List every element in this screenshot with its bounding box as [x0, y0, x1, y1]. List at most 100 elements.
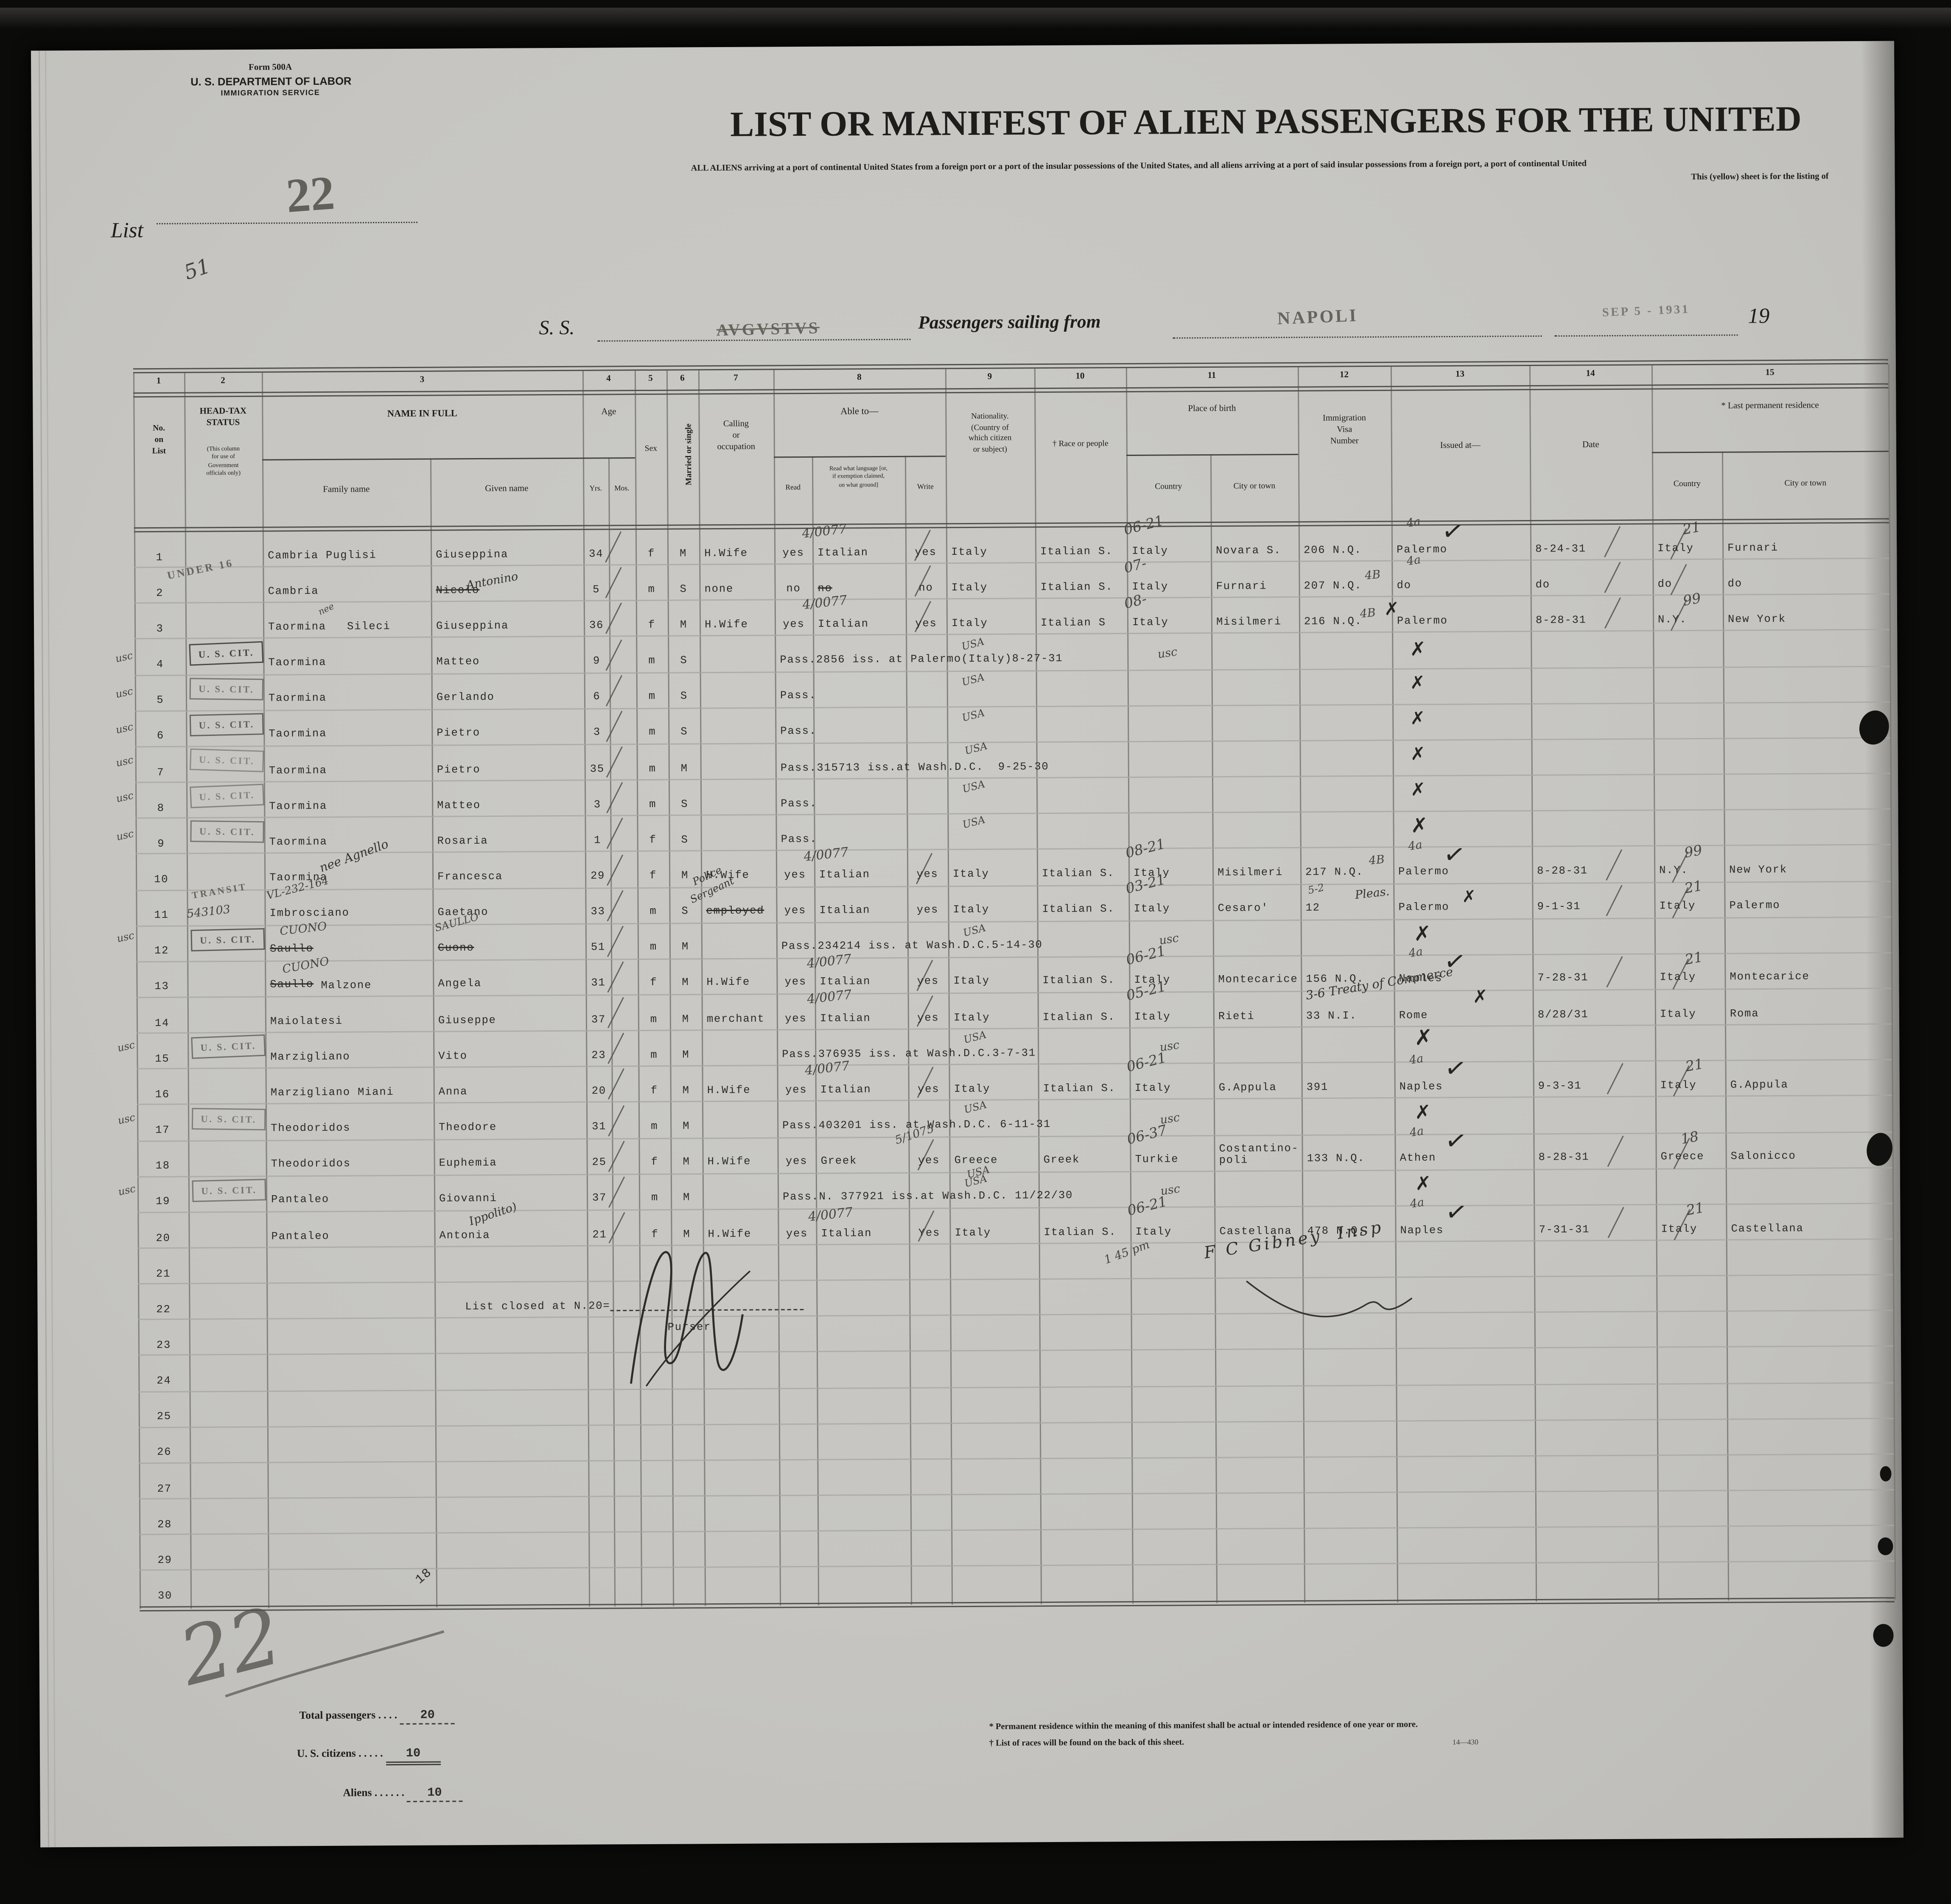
cell-yrs-r14: 37: [591, 1013, 606, 1026]
cell-rescity-r16: G.Appula: [1730, 1078, 1789, 1092]
us-cit-stamp: U. S. CIT.: [190, 928, 265, 951]
us-citizens-value: 10: [385, 1746, 441, 1766]
annotation-hw: usc: [115, 721, 134, 736]
us-cit-stamp: U. S. CIT.: [189, 677, 264, 700]
cell-given-r1: Giuseppina: [436, 548, 509, 561]
header-label: * Last permanent residence: [1721, 400, 1819, 411]
cell-sex-r13: f: [650, 977, 658, 990]
total-passengers-label: Total passengers: [299, 1708, 376, 1722]
annotation-hw: 08-: [1122, 591, 1149, 613]
cell-read-r5: Pass.: [780, 689, 817, 703]
cell-married-r1: M: [680, 547, 687, 560]
cell-yrs-r16: 20: [591, 1085, 606, 1098]
cell-nat-r20: Italy: [955, 1226, 991, 1239]
annotation-hw: 21: [1684, 1056, 1705, 1076]
column-number: 6: [680, 373, 685, 383]
row-number: 23: [156, 1339, 171, 1352]
cell-rescountry-r3: N.Y.: [1657, 613, 1687, 626]
cell-married-r5: S: [680, 690, 688, 703]
header-label: Read what language [or, if exemption cla…: [829, 466, 888, 489]
cell-lang-r14: Italian: [820, 1011, 871, 1025]
annotation-hw: nee: [316, 602, 336, 618]
cell-family-r5: Taormina: [268, 692, 327, 705]
column-number: 1: [156, 375, 161, 386]
cell-read-r16: yes: [785, 1083, 807, 1096]
cell-date-r20: 7-31-31: [1539, 1222, 1590, 1236]
manifest-table: 1 2 3 4 5 6 7 8 9 10 11 12 13 14 15 No. on List HEAD-TAX…: [31, 41, 1903, 1848]
annotation-x-mark: ✗: [1415, 1171, 1431, 1195]
row-line: [138, 1417, 1894, 1428]
cell-write-r16: yes: [918, 1083, 940, 1096]
cell-rescountry-r11: Italy: [1659, 900, 1696, 913]
cell-married-r15: M: [682, 1048, 690, 1061]
row-number: 10: [154, 873, 169, 886]
group-underline: [262, 457, 583, 461]
cell-date-r11: 9-1-31: [1537, 900, 1581, 914]
annotation-hw: 4/0077: [803, 845, 849, 864]
aliens-label: Aliens: [343, 1786, 372, 1799]
column-number: 4: [606, 373, 611, 384]
cell-visa-r2: 207 N.Q.: [1304, 579, 1362, 593]
row-number: 26: [157, 1446, 172, 1459]
cell-family-r20: Pantaleo: [271, 1229, 330, 1243]
cell-married-r19: M: [683, 1191, 691, 1205]
annotation-hw: 4a: [1407, 839, 1423, 853]
cell-sex-r17: m: [651, 1120, 658, 1133]
row-number: 8: [157, 801, 165, 815]
cell-sex-r16: f: [650, 1084, 658, 1097]
cell-yrs-r5: 6: [593, 691, 601, 704]
annotation-hw: usc: [115, 790, 135, 805]
column-number: 2: [221, 375, 225, 386]
dot-leader: . . . . .: [355, 1746, 386, 1759]
cell-married-r11: S: [681, 905, 689, 918]
cell-visa-r16: 391: [1306, 1081, 1329, 1094]
annotation-hw: USA: [962, 1029, 988, 1046]
cell-calling-r20: H.Wife: [708, 1227, 752, 1240]
cell-read-r14: yes: [785, 1012, 807, 1025]
cell-family-r18: Theodoridos: [271, 1157, 351, 1171]
cell-bcountry-r18: Turkie: [1135, 1153, 1179, 1166]
cell-issued-r20: Naples: [1400, 1223, 1444, 1237]
cell-date-r14: 8/28/31: [1537, 1008, 1589, 1021]
row-number: 14: [154, 1016, 170, 1029]
header-label: Family name: [323, 484, 370, 495]
us-citizens-label: U. S. citizens: [297, 1746, 356, 1760]
cell-rescity-r14: Roma: [1730, 1007, 1759, 1020]
column-number: 3: [420, 374, 425, 385]
cell-write-r1: yes: [915, 545, 937, 559]
annotation-x-mark: ✗: [1414, 921, 1431, 945]
annotation-hw: usc: [114, 649, 134, 664]
row-number: 1: [156, 551, 163, 564]
cell-family-r1: Cambria Puglisi: [268, 548, 377, 562]
cell-sex-r12: m: [649, 941, 658, 954]
header-label: City or town: [1784, 479, 1827, 488]
dot-leader: . . . .: [375, 1708, 400, 1721]
cell-yrs-r19: 37: [592, 1192, 607, 1205]
annotation-hw: 18: [1679, 1128, 1700, 1147]
cell-sex-r1: f: [648, 547, 655, 560]
cell-married-r12: M: [681, 941, 689, 954]
row-number: 15: [155, 1052, 170, 1065]
cell-calling-r13: H.Wife: [706, 976, 750, 990]
cell-race-r11: Italian S.: [1042, 903, 1115, 916]
annotation-hw: 4B: [1368, 853, 1386, 868]
cell-rescountry-r2: do: [1657, 577, 1672, 590]
totals-row-aliens: Aliens . . . . . . 10: [343, 1785, 462, 1802]
cell-read-r13: yes: [784, 976, 807, 989]
annotation-hw: 4a: [1408, 1054, 1425, 1068]
cell-race-r16: Italian S.: [1043, 1082, 1116, 1095]
cell-family-r15: Marzigliano: [270, 1050, 350, 1063]
annotation-x-mark: ✗: [1414, 1100, 1431, 1124]
annotation-hw: 4/0077: [801, 523, 848, 542]
column-number: 10: [1075, 371, 1085, 381]
cell-nat-r10: Italy: [953, 867, 989, 881]
group-underline: [773, 456, 946, 458]
annotation-hw: 4/0077: [802, 594, 848, 614]
annotation-hw: CUONO: [279, 920, 328, 939]
cell-given-r10: Francesca: [437, 870, 503, 884]
group-underline: [1651, 450, 1889, 453]
cell-married-r4: S: [680, 654, 688, 667]
annotation-check: ✓: [1441, 837, 1468, 871]
row-number: 2: [156, 587, 164, 600]
cell-write-r18: yes: [918, 1154, 940, 1168]
